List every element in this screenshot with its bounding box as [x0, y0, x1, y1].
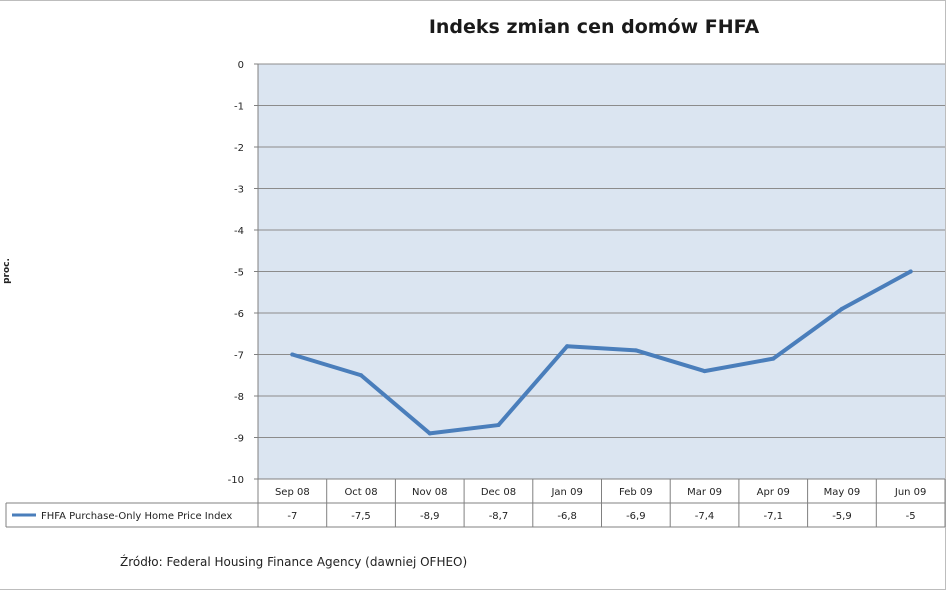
y-tick-label: -6 [234, 309, 244, 320]
data-label: -8,9 [420, 511, 440, 522]
y-tick-label: -3 [234, 185, 244, 196]
x-tick-label: Jun 09 [894, 487, 927, 498]
source-note: Źródło: Federal Housing Finance Agency (… [120, 555, 468, 569]
data-label: -5,9 [832, 511, 852, 522]
y-tick-label: 0 [238, 60, 244, 71]
data-label: -7,5 [351, 511, 371, 522]
y-tick-label: -8 [234, 392, 244, 403]
legend-label: FHFA Purchase-Only Home Price Index [41, 511, 232, 522]
x-tick-label: Sep 08 [275, 487, 310, 498]
data-point [771, 356, 776, 361]
y-tick-label: -9 [234, 434, 244, 445]
y-tick-label: -10 [228, 475, 244, 486]
chart-title: Indeks zmian cen domów FHFA [428, 16, 760, 38]
data-point [496, 423, 501, 428]
x-tick-label: Nov 08 [412, 487, 447, 498]
data-label: -8,7 [489, 511, 509, 522]
x-tick-label: Oct 08 [344, 487, 377, 498]
data-point [702, 369, 707, 374]
data-point [908, 269, 913, 274]
y-tick-label: -1 [234, 102, 244, 113]
x-tick-label: Apr 09 [757, 487, 790, 498]
data-label: -7,1 [763, 511, 783, 522]
data-point [565, 344, 570, 349]
data-label: -6,9 [626, 511, 646, 522]
x-tick-label: Mar 09 [687, 487, 722, 498]
x-tick-label: Dec 08 [481, 487, 516, 498]
x-tick-label: May 09 [824, 487, 861, 498]
x-tick-label: Feb 09 [619, 487, 653, 498]
data-label: -5 [906, 511, 916, 522]
data-label: -7 [287, 511, 297, 522]
x-tick-label: Jan 09 [550, 487, 582, 498]
data-point [359, 373, 364, 378]
data-label: -7,4 [695, 511, 715, 522]
y-tick-label: -7 [234, 351, 244, 362]
data-point [290, 352, 295, 357]
y-tick-label: -4 [234, 226, 244, 237]
series-line [290, 269, 913, 436]
y-tick-label: -2 [234, 143, 244, 154]
data-label: -6,8 [557, 511, 577, 522]
data-point [839, 306, 844, 311]
y-tick-label: -5 [234, 268, 244, 279]
data-point [427, 431, 432, 436]
data-point [633, 348, 638, 353]
